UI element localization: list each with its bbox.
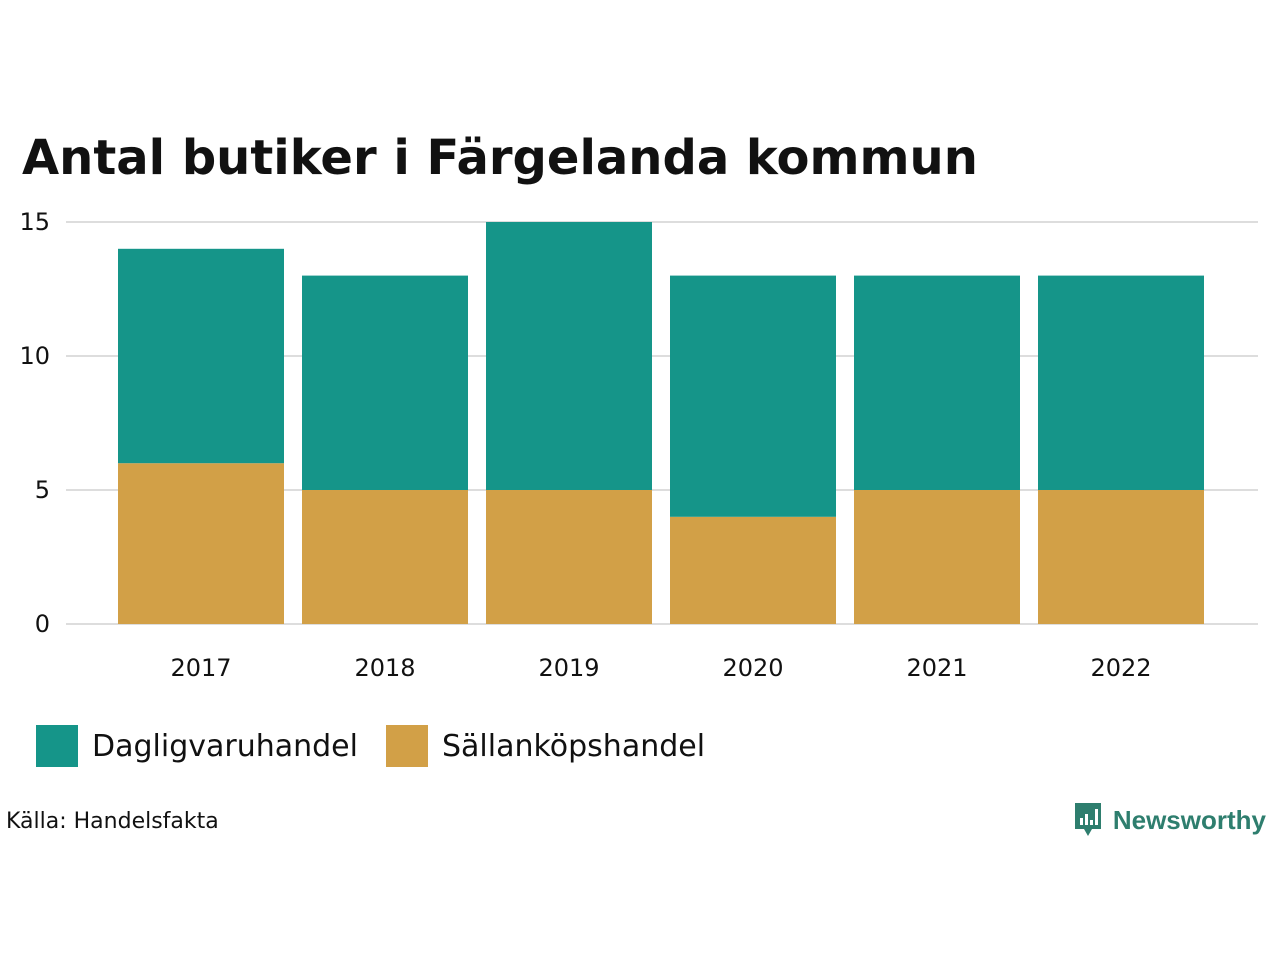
x-tick-label: 2020 <box>722 654 783 682</box>
newsworthy-logo-icon <box>1074 803 1101 836</box>
x-tick-label: 2019 <box>538 654 599 682</box>
legend-item-dagligvaruhandel: Dagligvaruhandel <box>36 725 358 767</box>
bar-s-llank-pshandel-2019 <box>486 490 652 624</box>
bar-s-llank-pshandel-2021 <box>854 490 1020 624</box>
x-tick-label: 2022 <box>1090 654 1151 682</box>
bar-dagligvaruhandel-2019 <box>486 222 652 490</box>
bar-dagligvaruhandel-2022 <box>1038 275 1204 490</box>
y-tick-label: 10 <box>19 342 50 370</box>
brand-logo[interactable]: Newsworthy <box>1073 801 1266 839</box>
bar-dagligvaruhandel-2021 <box>854 275 1020 490</box>
bar-s-llank-pshandel-2020 <box>670 516 836 624</box>
y-tick-label: 5 <box>35 476 50 504</box>
stacked-bar-chart: 0 5 10 15 2017 2018 2019 2020 2021 2022 <box>19 208 1258 682</box>
bar-dagligvaruhandel-2020 <box>670 275 836 517</box>
legend-label: Sällanköpshandel <box>441 728 706 764</box>
chart-legend: Dagligvaruhandel Sällanköpshandel <box>36 725 733 767</box>
y-axis-ticks: 0 5 10 15 <box>19 208 50 638</box>
chart-title: Antal butiker i Färgelanda kommun <box>22 130 978 186</box>
legend-item-sallankopshandel: Sällanköpshandel <box>385 725 706 767</box>
legend-label: Dagligvaruhandel <box>92 728 358 764</box>
bar-s-llank-pshandel-2017 <box>118 463 284 624</box>
y-tick-label: 0 <box>35 610 50 638</box>
x-tick-label: 2018 <box>354 654 415 682</box>
x-axis-ticks: 2017 2018 2019 2020 2021 2022 <box>170 654 1151 682</box>
bar-dagligvaruhandel-2017 <box>118 248 284 464</box>
x-tick-label: 2021 <box>906 654 967 682</box>
bar-s-llank-pshandel-2018 <box>302 490 468 624</box>
y-tick-label: 15 <box>19 208 50 236</box>
bars <box>118 222 1204 624</box>
legend-swatch-dagligvaruhandel <box>36 725 78 767</box>
source-note: Källa: Handelsfakta <box>6 809 219 834</box>
brand-name: Newsworthy <box>1112 804 1266 835</box>
legend-swatch-sallankopshandel <box>385 725 428 767</box>
x-tick-label: 2017 <box>170 654 231 682</box>
bar-dagligvaruhandel-2018 <box>302 275 468 490</box>
bar-s-llank-pshandel-2022 <box>1038 490 1204 624</box>
